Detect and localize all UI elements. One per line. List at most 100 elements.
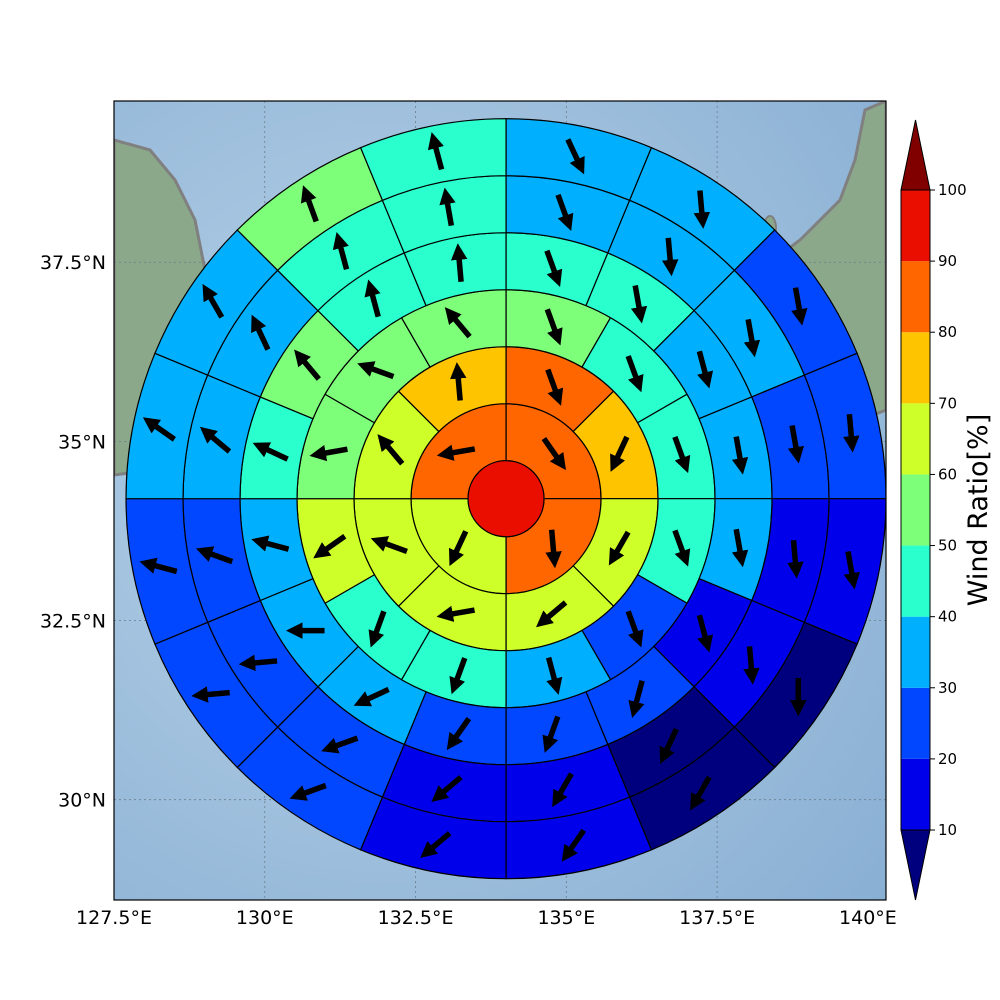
wind-arrow (545, 368, 564, 406)
colorbar-tick-label: 70 (938, 394, 957, 412)
longitude-tick-label: 127.5°E (76, 907, 152, 929)
wind-arrow (300, 185, 319, 223)
wind-arrow (436, 444, 476, 461)
map-panel (113, 100, 887, 901)
longitude-axis: 127.5°E 130°E 132.5°E 135°E 137.5°E 140°E (76, 907, 897, 929)
colorbar-tick-label: 90 (938, 252, 957, 270)
latitude-tick-label: 30°N (58, 790, 106, 812)
wind-arrow (238, 654, 278, 672)
wind-arrow (628, 680, 645, 718)
wind-arrow (252, 442, 289, 462)
colorbar-band (901, 687, 930, 759)
latitude-tick-label: 37.5°N (40, 252, 106, 274)
longitude-tick-label: 135°E (537, 907, 595, 929)
colorbar-tick-label: 100 (938, 181, 967, 199)
wind-arrow (377, 434, 405, 466)
wind-arrow (199, 426, 232, 454)
colorbar-extend-min (900, 829, 931, 901)
wind-arrow (139, 557, 178, 575)
colorbar-tick-label: 30 (938, 679, 957, 697)
longitude-tick-label: 130°E (236, 907, 294, 929)
wind-arrow (313, 533, 347, 559)
colorbar-band (901, 616, 930, 688)
wind-arrow (731, 528, 749, 568)
wind-arrow (294, 349, 321, 381)
wind-arrow (370, 536, 408, 555)
wind-arrow (693, 190, 711, 229)
wind-arrow (142, 417, 176, 442)
colorbar-band (901, 403, 930, 475)
colorbar-frame (900, 189, 931, 831)
wind-arrow (731, 436, 749, 475)
wind-arrow (541, 437, 566, 471)
colorbar-band (901, 474, 930, 546)
wind-arrow (332, 232, 350, 271)
map-frame (113, 100, 887, 901)
colorbar-title: Wind Ratio[%] (963, 414, 994, 606)
wind-arrow (444, 307, 472, 339)
wind-arrow (630, 285, 648, 324)
colorbar-band (901, 190, 930, 262)
colorbar-tick-label: 50 (938, 537, 957, 555)
wind-arrow (791, 287, 808, 326)
wind-arrow (843, 413, 860, 453)
wind-arrow (552, 772, 574, 808)
wind-arrow (545, 656, 563, 695)
wind-arrows (139, 132, 860, 862)
colorbar: 10 20 30 40 50 60 70 80 90 100 (900, 119, 967, 901)
wind-arrow (446, 716, 472, 751)
wind-arrow (321, 735, 359, 754)
wind-arrow (672, 529, 691, 567)
wind-arrow (625, 355, 644, 393)
wind-arrow (431, 775, 463, 803)
colorbar-tick-label: 40 (938, 608, 957, 626)
wind-arrow (787, 539, 804, 579)
colorbar-band (901, 332, 930, 404)
wind-arrow (536, 600, 568, 628)
grid-sector (359, 118, 507, 202)
colorbar-tick-label: 80 (938, 323, 957, 341)
wind-arrow (449, 657, 468, 695)
wind-arrow (364, 279, 381, 318)
latitude-axis: 30°N 32.5°N 35°N 37.5°N (40, 252, 106, 811)
wind-arrow (661, 237, 679, 277)
wind-arrow (309, 444, 348, 462)
wind-arrow (608, 530, 631, 566)
wind-arrow (353, 686, 390, 707)
wind-arrow (625, 610, 644, 648)
wind-arrow (610, 435, 630, 472)
wind-arrow (420, 831, 452, 858)
wind-arrow (787, 425, 805, 464)
colorbar-band (901, 758, 930, 830)
wind-arrow (545, 529, 562, 569)
wind-arrow (251, 535, 290, 552)
wind-arrow (672, 436, 691, 474)
wind-arrow (690, 775, 712, 811)
wind-arrow (544, 249, 563, 287)
wind-arrow (696, 350, 714, 389)
wind-arrow (743, 318, 761, 358)
colorbar-band (901, 261, 930, 333)
wind-arrow (565, 138, 585, 175)
colorbar-extend-max (900, 119, 931, 191)
longitude-tick-label: 137.5°E (679, 907, 755, 929)
wind-arrow (357, 361, 395, 380)
latitude-tick-label: 32.5°N (40, 611, 106, 633)
polar-sector-grid (125, 118, 886, 880)
latitude-tick-label: 35°N (58, 431, 106, 453)
wind-arrow (195, 546, 234, 565)
wind-arrow (450, 362, 467, 401)
colorbar-tick-label: 10 (938, 821, 957, 839)
wind-arrow (439, 187, 456, 227)
wind-arrow (427, 132, 445, 171)
wind-arrow (561, 828, 587, 862)
wind-arrow (436, 605, 476, 622)
wind-arrow (659, 727, 679, 765)
colorbar-tick-label: 60 (938, 465, 957, 483)
wind-arrow (450, 243, 468, 282)
wind-arrow (191, 686, 230, 703)
wind-arrow (368, 610, 387, 648)
colorbar-tick-label: 20 (938, 750, 957, 768)
wind-arrow (289, 782, 327, 801)
wind-arrow (448, 530, 469, 567)
